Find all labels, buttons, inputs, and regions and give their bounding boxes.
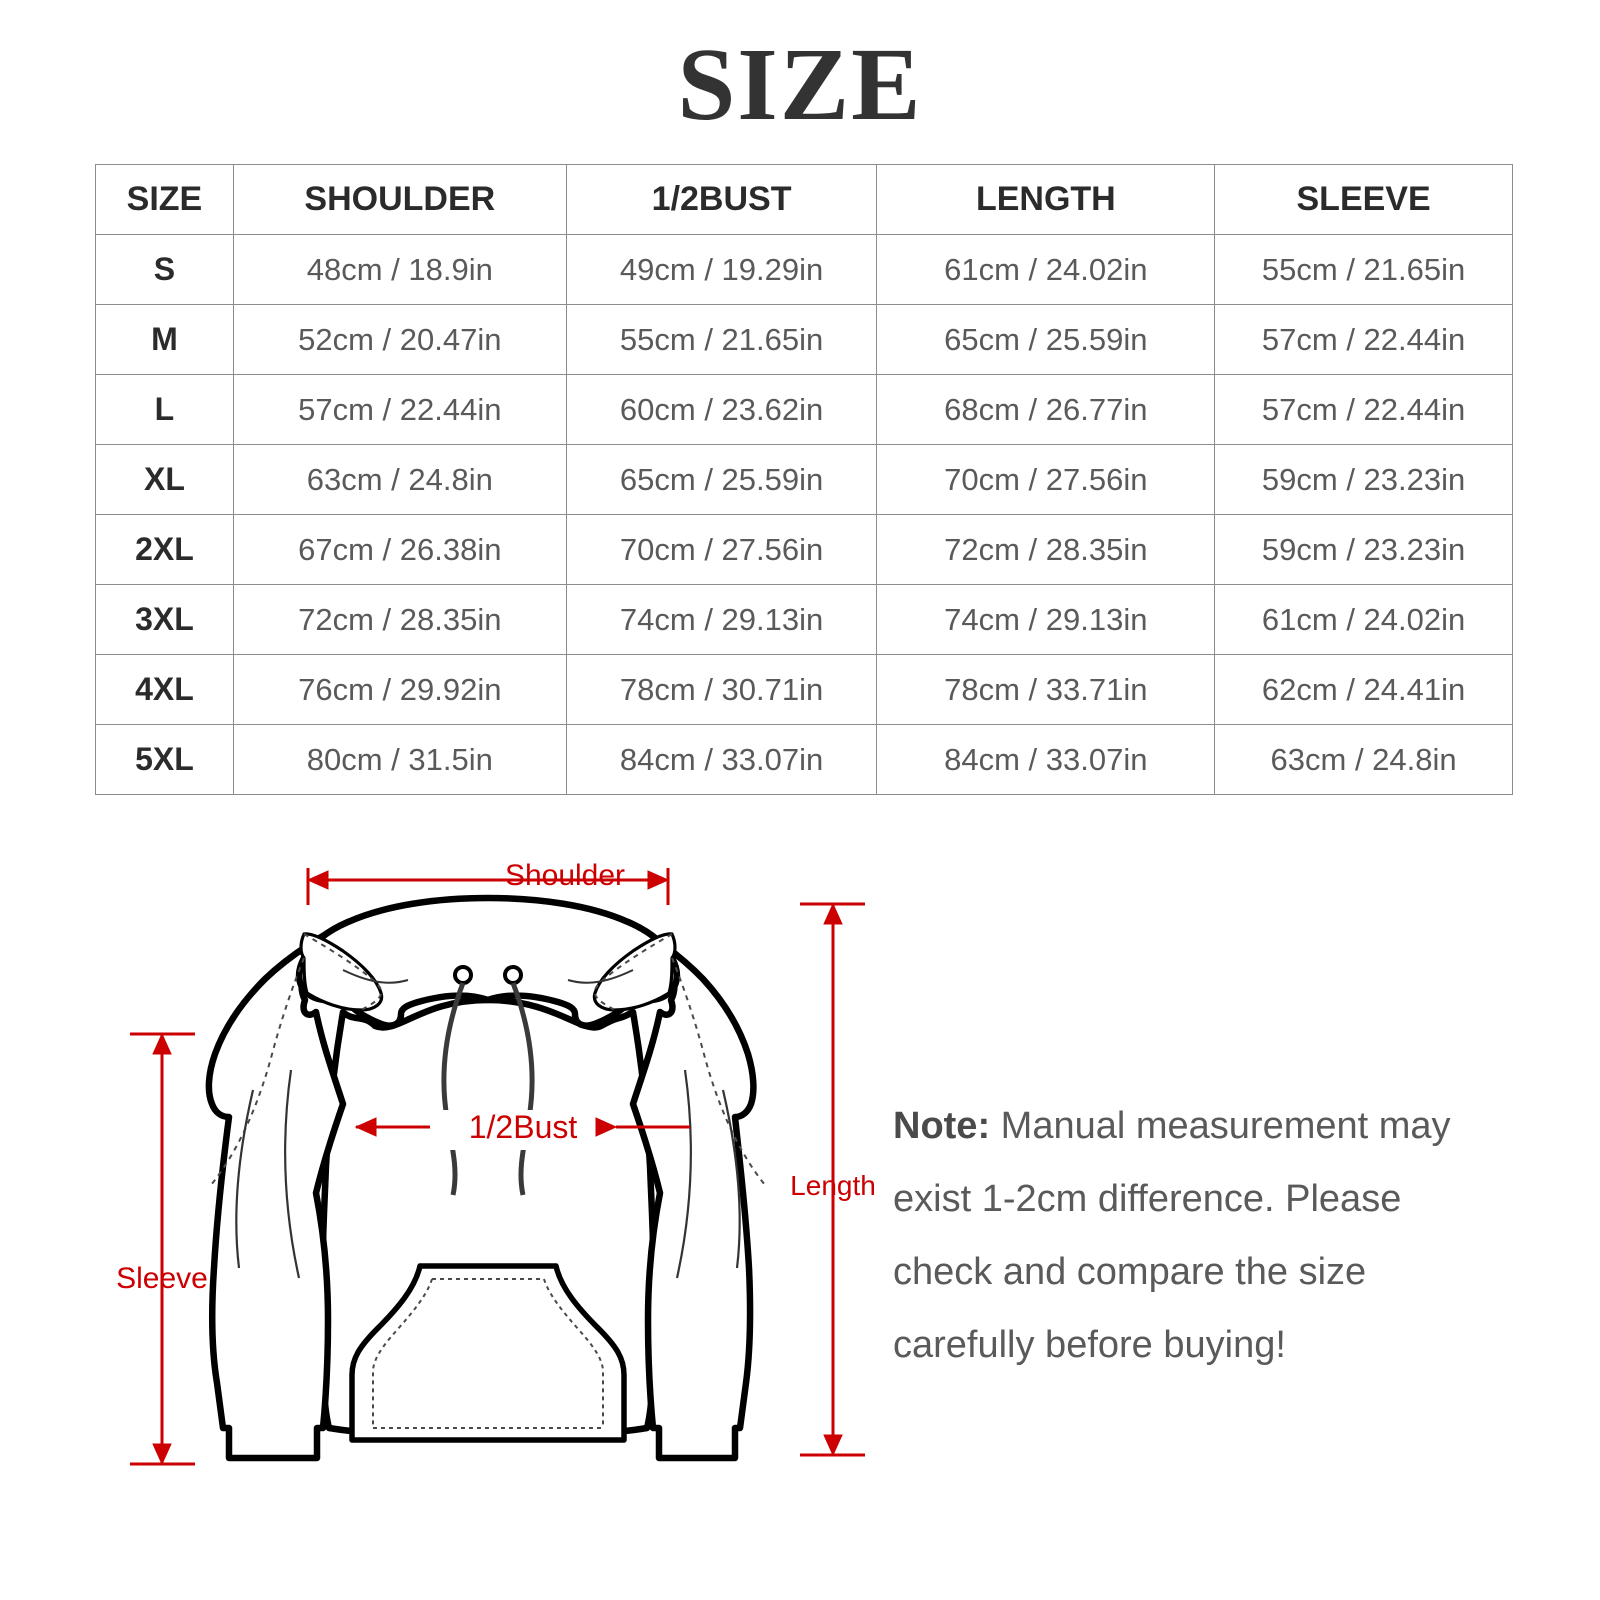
svg-text:Shoulder: Shoulder: [505, 859, 625, 892]
svg-text:1/2Bust: 1/2Bust: [469, 1109, 578, 1145]
